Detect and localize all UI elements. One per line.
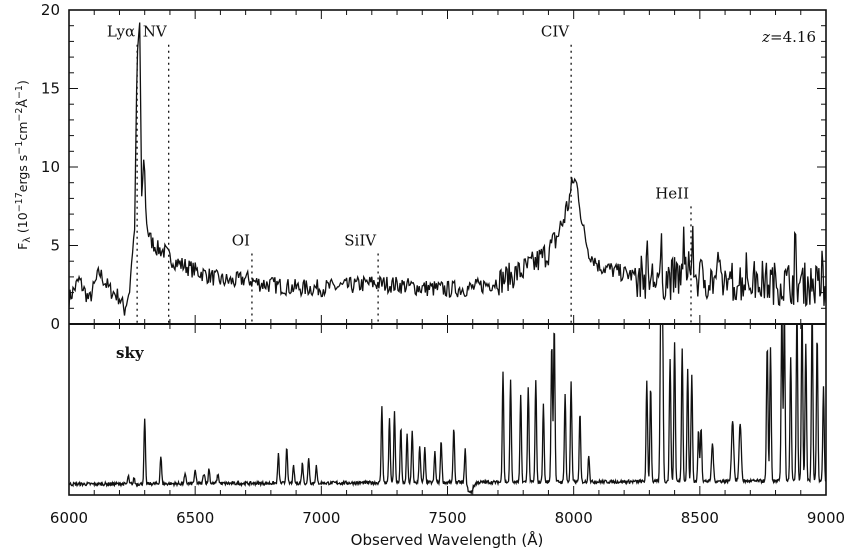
redshift-symbol: z	[761, 28, 770, 46]
spectrum-line	[69, 22, 826, 316]
redshift-label: z=4.16	[761, 28, 816, 46]
y-title-units: Å	[15, 99, 30, 108]
y-tick-label: 0	[50, 315, 60, 333]
sky-line	[69, 324, 826, 495]
x-tick-label: 7000	[302, 509, 340, 527]
y-title-exponent: −1	[14, 141, 25, 155]
redshift-value: =4.16	[770, 28, 816, 46]
y-tick-label: 15	[41, 80, 60, 98]
y-title-subscript: λ	[22, 237, 33, 243]
y-title-symbol: F	[15, 243, 30, 250]
x-tick-label: 8500	[681, 509, 719, 527]
y-title-exponent: −17	[14, 192, 25, 212]
y-tick-label: 20	[41, 1, 60, 19]
x-tick-label: 9000	[807, 509, 845, 527]
y-title-units: )	[15, 80, 30, 85]
sky-panel: sky	[69, 324, 826, 495]
y-tick-label: 10	[41, 158, 60, 176]
x-tick-label: 8000	[555, 509, 593, 527]
emission-line-label: HeII	[655, 184, 689, 202]
x-tick-label: 6000	[50, 509, 88, 527]
emission-line-label: Lyα	[107, 23, 135, 41]
y-title-units: cm	[15, 122, 30, 141]
y-title-units: (10	[15, 212, 30, 237]
emission-line-label: OI	[232, 232, 250, 250]
y-axis-title: Fλ (10−17ergs s−1cm−2Å−1)	[14, 80, 33, 250]
y-title-units: ergs s	[15, 155, 30, 193]
y-title-exponent: −1	[14, 85, 25, 99]
spectrum-panel: Lyα NV OI SiIV CIV HeII z=4.16	[69, 22, 826, 324]
y-tick-label: 5	[50, 237, 60, 255]
x-axis-title: Observed Wavelength (Å)	[351, 530, 544, 549]
plot-frame	[68, 9, 827, 496]
emission-line-label: SiIV	[344, 232, 377, 250]
axes: 6000 6500 7000 7500 8000 8500 9000 0 5 10 15 20 Obse…	[14, 1, 845, 549]
x-tick-label: 7500	[428, 509, 466, 527]
x-tick-label: 6500	[176, 509, 214, 527]
y-title-exponent: −2	[14, 108, 25, 122]
emission-line-label: NV	[143, 23, 168, 41]
emission-line-label: CIV	[541, 23, 570, 41]
sky-panel-label: sky	[116, 344, 145, 362]
